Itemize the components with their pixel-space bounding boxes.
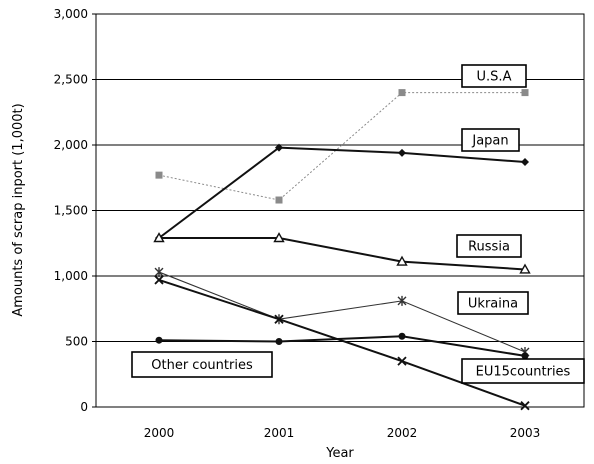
data-point xyxy=(396,255,408,266)
label-box xyxy=(461,358,585,384)
y-tick-label: 0 xyxy=(80,400,88,414)
data-point xyxy=(397,356,407,366)
series-label-other-countries: Other countries xyxy=(131,351,273,378)
y-tick-label: 500 xyxy=(65,335,88,349)
x-axis-label: Year xyxy=(325,446,354,461)
data-point xyxy=(398,89,406,97)
data-point xyxy=(520,401,530,411)
data-point xyxy=(521,352,529,360)
series-russia xyxy=(153,232,531,274)
label-box xyxy=(457,291,529,315)
series-label-eu15countries: EU15countries xyxy=(461,358,585,384)
data-point xyxy=(274,314,284,324)
series-line xyxy=(158,271,526,353)
series-group xyxy=(153,89,531,411)
series-label-ukraina: Ukraina xyxy=(457,291,529,315)
label-box xyxy=(456,234,522,258)
y-tick-label: 2,000 xyxy=(54,138,88,152)
data-point xyxy=(153,232,165,243)
data-point xyxy=(397,295,407,306)
series-u-s-a xyxy=(155,89,529,204)
series-label-u-s-a: U.S.A xyxy=(461,64,527,88)
data-point xyxy=(273,232,285,243)
label-box xyxy=(461,64,527,88)
y-tick-label: 1,000 xyxy=(54,269,88,283)
series-line xyxy=(159,237,526,271)
data-point xyxy=(275,338,283,345)
series-other-countries xyxy=(155,332,529,360)
label-text: Other countries xyxy=(151,358,253,373)
x-tick-label: 2002 xyxy=(387,426,418,440)
data-point xyxy=(521,158,529,167)
data-point xyxy=(154,275,164,285)
x-axis-ticks: 2000 2001 2002 2003 xyxy=(144,426,541,440)
series-line xyxy=(158,146,526,239)
label-text: Ukraina xyxy=(468,297,518,312)
label-box xyxy=(461,128,520,152)
data-point xyxy=(155,171,163,179)
data-point xyxy=(398,148,406,157)
series-labels: U.S.A Japan Russia Ukraina EU15countries Othe… xyxy=(131,64,585,384)
data-point xyxy=(519,263,531,274)
label-text: EU15countries xyxy=(476,365,571,380)
data-point xyxy=(275,196,283,204)
data-point xyxy=(521,89,529,97)
data-point xyxy=(154,267,164,278)
label-text: Russia xyxy=(468,240,510,255)
series-label-japan: Japan xyxy=(461,128,520,152)
y-axis-label: Amounts of scrap inport (1,000t) xyxy=(11,103,26,316)
label-text: U.S.A xyxy=(477,70,512,85)
y-tick-label: 3,000 xyxy=(54,7,88,21)
y-axis-ticks: 0 500 1,000 1,500 2,000 2,500 3,000 xyxy=(54,7,96,414)
x-tick-label: 2001 xyxy=(264,426,295,440)
x-tick-label: 2000 xyxy=(144,426,175,440)
label-box xyxy=(131,351,273,378)
y-tick-label: 2,500 xyxy=(54,73,88,87)
x-tick-label: 2003 xyxy=(510,426,541,440)
data-point xyxy=(398,332,406,340)
series-line xyxy=(158,92,525,201)
data-point xyxy=(155,336,163,344)
series-line xyxy=(158,335,526,357)
series-label-russia: Russia xyxy=(456,234,522,258)
data-point xyxy=(275,143,283,152)
label-text: Japan xyxy=(471,134,508,149)
y-tick-label: 1,500 xyxy=(54,204,88,218)
